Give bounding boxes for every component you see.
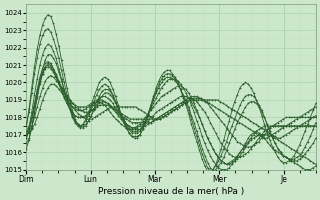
X-axis label: Pression niveau de la mer( hPa ): Pression niveau de la mer( hPa ) bbox=[98, 187, 244, 196]
